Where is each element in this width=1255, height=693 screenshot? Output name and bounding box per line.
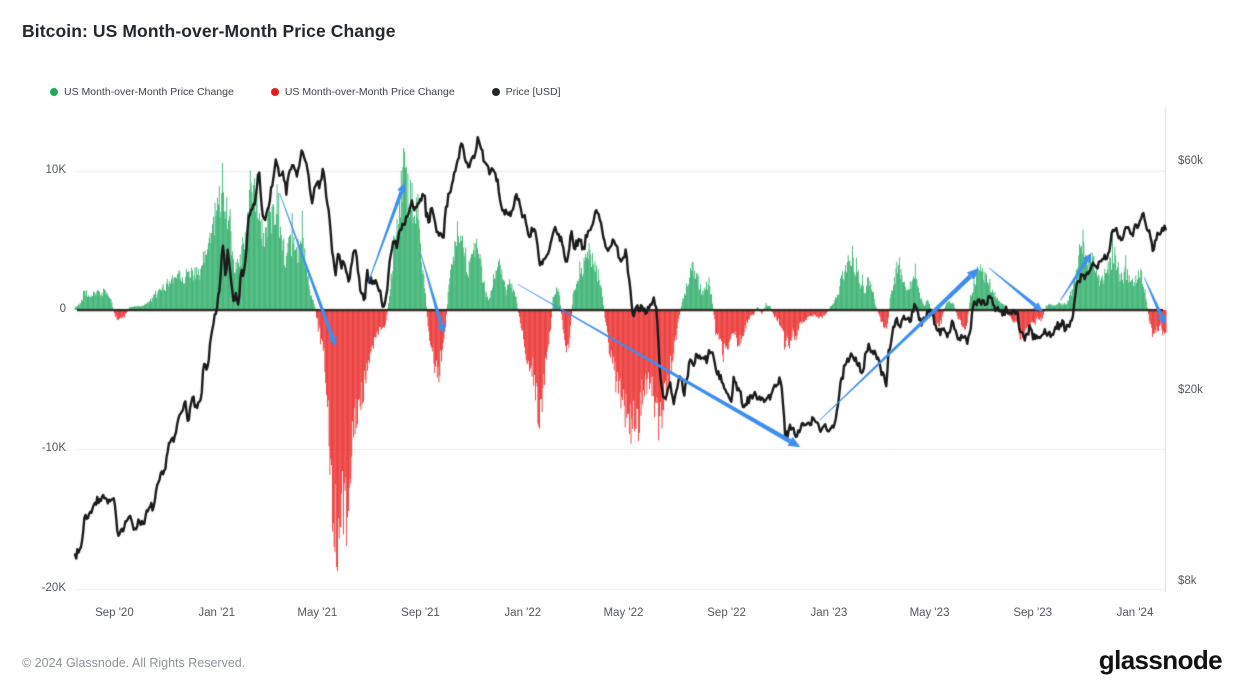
y-axis-right-tick-label: $8k <box>1178 575 1197 588</box>
x-axis-tick-label: Sep '22 <box>707 607 746 619</box>
x-axis-tick-label: Sep '21 <box>401 607 440 619</box>
y-axis-right: $60k $20k $8k <box>1178 0 1248 693</box>
x-axis-tick-label: Sep '23 <box>1013 607 1052 619</box>
x-axis-tick-label: May '23 <box>909 607 950 619</box>
y-axis-left: 10K 0 -10K -20K <box>0 0 66 693</box>
x-axis-tick-label: May '22 <box>603 607 644 619</box>
x-axis: Sep '20 Jan '21 May '21 Sep '21 Jan '22 May '… <box>0 607 1255 627</box>
x-axis-tick-label: Jan '21 <box>198 607 236 619</box>
y-axis-left-tick-label: -20K <box>41 581 66 594</box>
y-axis-left-tick-label: 10K <box>45 163 66 176</box>
footer-copyright: © 2024 Glassnode. All Rights Reserved. <box>22 656 246 670</box>
x-axis-tick-label: Sep '20 <box>95 607 134 619</box>
x-axis-tick-label: Jan '24 <box>1116 607 1154 619</box>
y-axis-right-tick-label: $60k <box>1178 155 1203 167</box>
x-axis-tick-label: May '21 <box>297 607 338 619</box>
y-axis-left-tick-label: 0 <box>59 303 66 315</box>
glassnode-logo: glassnode <box>1098 645 1223 675</box>
x-axis-tick-label: Jan '23 <box>810 607 848 619</box>
x-axis-tick-label: Jan '22 <box>504 607 542 619</box>
y-axis-right-tick-label: $20k <box>1178 384 1203 397</box>
y-axis-left-tick-label: -10K <box>41 442 66 455</box>
